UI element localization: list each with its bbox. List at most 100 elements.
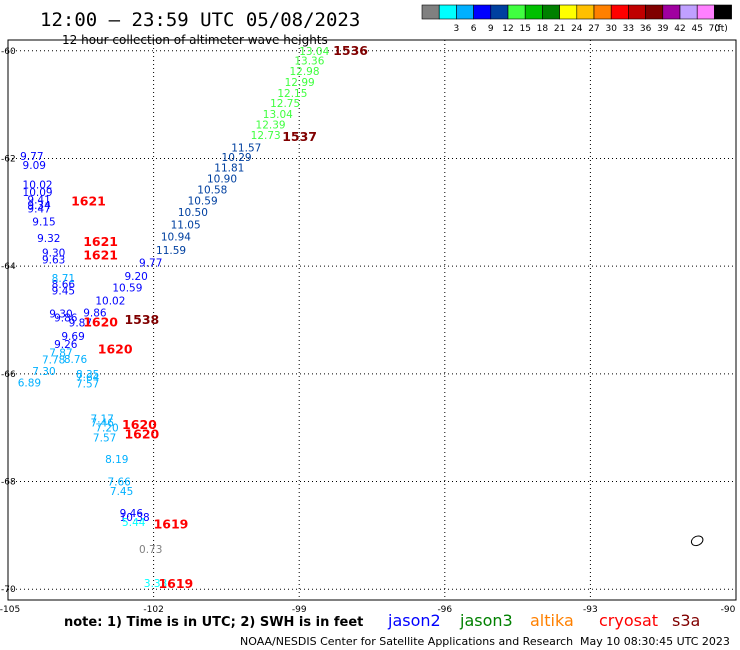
x-tick-label: -99	[292, 605, 307, 615]
plot-frame	[7, 39, 737, 601]
wave-height-label: 10.50	[178, 207, 208, 219]
wave-height-label: 9.09	[23, 160, 46, 172]
wave-height-label: 9.63	[42, 255, 65, 267]
colorbar-tick-label: 42	[674, 24, 685, 34]
wave-height-label: 5.44	[122, 517, 146, 529]
coastline	[690, 535, 704, 547]
satellite-legend-altika: altika	[530, 611, 574, 630]
colorbar-tick-label: 6	[471, 24, 477, 34]
wave-height-label: 9.47	[27, 204, 50, 216]
wave-height-label: 10.58	[197, 185, 227, 197]
x-tick-label: -105	[0, 605, 20, 615]
time-label: 1537	[282, 129, 317, 144]
colorbar-bin	[559, 4, 578, 20]
y-tick-label: -70	[1, 585, 16, 595]
colorbar-tick-label: 30	[605, 24, 617, 34]
y-tick-label: -68	[1, 478, 16, 488]
colorbar-tick-label: 36	[640, 24, 652, 34]
colorbar-bin	[576, 4, 595, 20]
wave-height-label: 7.30	[32, 366, 55, 378]
wave-height-label: 8.35	[76, 369, 99, 381]
time-label: 1620	[122, 417, 157, 432]
wave-height-label: 10.09	[23, 187, 53, 199]
satellite-legend-jason3: jason3	[459, 611, 513, 630]
wave-height-label: 12.98	[289, 66, 319, 78]
colorbar-tick-label: 45	[691, 24, 702, 34]
wave-height-label: 12.99	[285, 77, 315, 89]
time-label: 1621	[71, 194, 106, 209]
x-tick-label: -90	[721, 605, 736, 615]
wave-height-label: 9.30	[42, 248, 65, 260]
time-label: 1619	[154, 517, 189, 532]
wave-height-label: 7.87	[49, 347, 72, 359]
wave-height-label: 8.71	[52, 273, 75, 285]
x-tick-label: -93	[583, 605, 598, 615]
wave-height-label: 10.02	[23, 179, 53, 191]
wave-height-label: 3.33	[144, 578, 167, 590]
colorbar-tick-label: 24	[571, 24, 583, 34]
wave-height-label: 7.57	[76, 379, 99, 391]
colorbar-bin	[524, 4, 543, 20]
colorbar-bin	[714, 4, 732, 20]
colorbar-bin	[593, 4, 612, 20]
wave-height-label: 7.46	[91, 417, 115, 429]
y-tick-label: -64	[1, 262, 16, 272]
wave-height-label: 9.30	[49, 309, 72, 321]
colorbar-tick-label: 39	[657, 24, 669, 34]
footer-credit: NOAA/NESDIS Center for Satellite Applica…	[240, 635, 573, 648]
colorbar-bin	[662, 4, 681, 20]
wave-height-label: 13.04	[299, 46, 329, 58]
wave-height-label: 12.73	[251, 130, 281, 142]
colorbar-tick-label: 3	[454, 24, 460, 34]
wave-height-label: 7.57	[93, 432, 116, 444]
y-tick-label: -66	[1, 370, 16, 380]
wave-height-label: 7.20	[95, 423, 118, 435]
x-axis-ticks: -105 -102 -99 -96 -93 -90	[0, 605, 736, 615]
wave-height-label: 11.59	[156, 245, 186, 257]
wave-height-label: 9.45	[52, 285, 75, 297]
wave-height-label: 7.66	[107, 477, 131, 489]
footer-timestamp: May 10 08:30:45 UTC 2023	[580, 635, 730, 648]
wave-height-label: 10.29	[222, 152, 252, 164]
wave-height-label: 6.89	[18, 377, 41, 389]
wave-height-label: 9.41	[27, 194, 50, 206]
colorbar-tick-label: 18	[537, 24, 549, 34]
time-label: 1621	[83, 247, 118, 262]
wave-height-label: 13.36	[294, 55, 324, 67]
wave-height-label: 9.26	[54, 339, 78, 351]
wave-height-label: 9.46	[120, 508, 144, 520]
colorbar-tick-label: (ft)	[714, 24, 728, 34]
wave-height-label: 12.75	[270, 98, 300, 110]
wave-height-label: 7.17	[91, 414, 114, 426]
wave-height-label: 9.32	[37, 233, 60, 245]
time-label: 1620	[124, 427, 159, 442]
wave-height-label: 8.19	[105, 454, 128, 466]
x-tick-label: -102	[143, 605, 163, 615]
colorbar-bin	[421, 4, 440, 20]
footer-note: note: 1) Time is in UTC; 2) SWH is in fe…	[64, 615, 363, 630]
colorbar-legend: 3 6 9 12 15 18 21 24 27 30 33 36 39 42 45 70(ft)	[421, 4, 732, 34]
wave-height-label: 13.04	[263, 109, 293, 121]
satellite-legend-jason2: jason2	[387, 611, 441, 630]
colorbar-bin	[456, 4, 474, 20]
colorbar-tick-label: 15	[519, 24, 530, 34]
x-tick-label: -96	[437, 605, 452, 615]
wave-height-label: 8.66	[52, 279, 76, 291]
wave-height-label: 12.15	[277, 88, 307, 100]
colorbar-tick-label: 9	[488, 24, 494, 34]
colorbar-bin	[473, 4, 492, 20]
colorbar-bin	[679, 4, 698, 20]
wave-height-label: 10.94	[161, 232, 191, 244]
wave-height-label: 12.39	[256, 120, 286, 132]
wave-height-label: 11.57	[231, 143, 261, 155]
wave-height-label: 9.87	[69, 318, 92, 330]
satellite-legend-s3a: s3a	[672, 611, 700, 630]
wave-height-label: 10.02	[95, 296, 125, 308]
wave-height-label: 7.64	[76, 372, 100, 384]
wave-height-label: 9.77	[20, 151, 43, 163]
colorbar-tick-label: 27	[588, 24, 599, 34]
wave-height-label: 7.78	[42, 354, 65, 366]
time-label: 1620	[83, 315, 118, 330]
wave-height-label: 10.90	[207, 173, 237, 185]
